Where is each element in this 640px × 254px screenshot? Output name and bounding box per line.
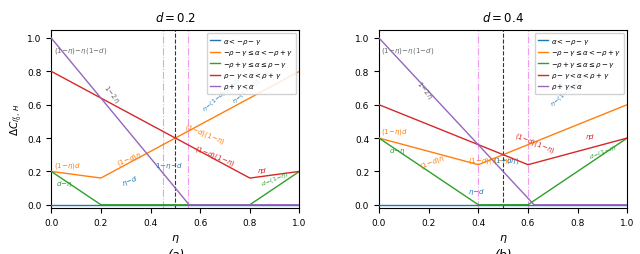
- X-axis label: $\eta$: $\eta$: [499, 232, 508, 244]
- Text: $\eta\!-\!(1\!-\!d)(1\!-\!d)$: $\eta\!-\!(1\!-\!d)(1\!-\!d)$: [230, 68, 273, 105]
- Text: $1\!-\!2\eta$: $1\!-\!2\eta$: [101, 82, 122, 105]
- Text: $\eta\!-\!d$: $\eta\!-\!d$: [121, 173, 140, 188]
- Text: (a): (a): [166, 248, 184, 254]
- Text: $(1\!-\!d)\eta$: $(1\!-\!d)\eta$: [116, 149, 145, 168]
- Text: $\eta\!-\!(1\!-\!d)(1\!-\!d)$: $\eta\!-\!(1\!-\!d)(1\!-\!d)$: [200, 76, 243, 114]
- Text: $(1\!-\!\eta)d$: $(1\!-\!\eta)d$: [381, 127, 408, 137]
- Text: (b): (b): [494, 248, 512, 254]
- X-axis label: $\eta$: $\eta$: [171, 232, 180, 244]
- Text: $d\!-\!(1\!-\!\eta)$: $d\!-\!(1\!-\!\eta)$: [260, 169, 291, 188]
- Title: $d = 0.2$: $d = 0.2$: [155, 11, 196, 25]
- Legend: $\alpha < -\rho - \gamma$, $-\rho - \gamma \leq \alpha < -\rho + \gamma$, $-\rho: $\alpha < -\rho - \gamma$, $-\rho - \gam…: [207, 34, 296, 95]
- Text: $(1\!-\!\eta)\!-\!\eta(1\!-\!d)$: $(1\!-\!\eta)\!-\!\eta(1\!-\!d)$: [54, 45, 108, 55]
- Text: $\eta\!-\!d$: $\eta\!-\!d$: [468, 187, 486, 197]
- Text: $d\!-\!(1\!-\!\eta)$: $d\!-\!(1\!-\!\eta)$: [588, 142, 618, 162]
- Text: $(1\!-\!d)(1\!-\!\eta)$: $(1\!-\!d)(1\!-\!\eta)$: [468, 155, 511, 165]
- Text: $(1\!-\!\eta)d$: $(1\!-\!\eta)d$: [54, 160, 81, 170]
- Text: $1\!-\!\eta\!-\!d$: $1\!-\!\eta\!-\!d$: [156, 160, 184, 170]
- Title: $d = 0.4$: $d = 0.4$: [482, 11, 524, 25]
- Legend: $\alpha < -\rho - \gamma$, $-\rho - \gamma \leq \alpha < -\rho + \gamma$, $-\rho: $\alpha < -\rho - \gamma$, $-\rho - \gam…: [535, 34, 624, 95]
- Text: $(1\!-\!d)(1\!-\!\eta)$: $(1\!-\!d)(1\!-\!\eta)$: [193, 143, 236, 168]
- Text: $(1\!-\!d\eta)$: $(1\!-\!d\eta)$: [493, 155, 520, 165]
- Text: $(1\!-\!\eta)\!-\!\eta(1\!-\!d)$: $(1\!-\!\eta)\!-\!\eta(1\!-\!d)$: [381, 45, 435, 55]
- Y-axis label: $\Delta C_{l_0^{\gamma},\,H}$: $\Delta C_{l_0^{\gamma},\,H}$: [8, 103, 24, 135]
- Text: $1\!-\!2\eta$: $1\!-\!2\eta$: [413, 79, 435, 102]
- Text: $(1\!-\!d)\eta$: $(1\!-\!d)\eta$: [419, 152, 447, 172]
- Text: $(1\!-\!d)(1\!-\!\eta)$: $(1\!-\!d)(1\!-\!\eta)$: [183, 122, 226, 147]
- Text: $(1\!-\!d)(1\!-\!\eta)$: $(1\!-\!d)(1\!-\!\eta)$: [513, 130, 556, 155]
- Text: $d\!-\!\eta$: $d\!-\!\eta$: [389, 145, 406, 155]
- Text: $\eta\!d$: $\eta\!d$: [257, 165, 267, 175]
- Text: $\eta\!-\!(1\!-\!\eta)(1\!-\!d)$: $\eta\!-\!(1\!-\!\eta)(1\!-\!d)$: [548, 71, 590, 108]
- Text: $d\!-\!\eta$: $d\!-\!\eta$: [56, 178, 73, 188]
- Text: $\eta\!d$: $\eta\!d$: [585, 132, 595, 142]
